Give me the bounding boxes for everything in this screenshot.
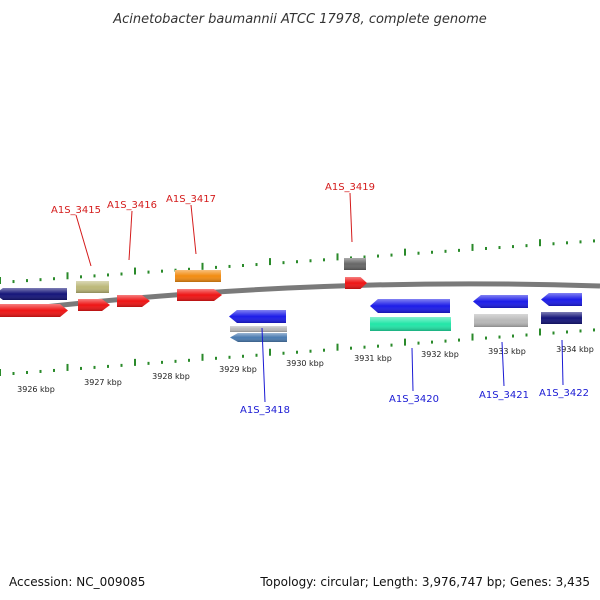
scale-label-3927: 3927 kbp — [84, 378, 122, 387]
gene-arrow-mint-shade — [370, 317, 451, 331]
gene-arrow-blue-shade — [370, 299, 450, 313]
scale-labels: 3926 kbp 3927 kbp 3928 kbp 3929 kbp 3930… — [17, 345, 594, 394]
callout-line — [411, 347, 414, 392]
callout-line — [349, 192, 353, 243]
accession-text: Accession: NC_009085 — [9, 575, 145, 589]
gene-arrow-silver-shade — [230, 326, 287, 332]
gene-arrow-silver-shade — [474, 314, 528, 327]
gene-features — [0, 258, 582, 342]
gene-label-a1s-3415: A1S_3415 — [51, 205, 101, 216]
gene-arrow-red-shade — [0, 304, 68, 317]
gene-arrow-steel-shade — [230, 333, 287, 342]
gene-arrow-red-shade — [78, 299, 110, 311]
gene-arrow-red-shade — [177, 289, 222, 301]
gene-arrow-gray-shade — [344, 258, 366, 270]
outer-tick-marks — [0, 239, 595, 284]
genome-summary-text: Topology: circular; Length: 3,976,747 bp… — [259, 575, 590, 589]
gene-label-a1s-3418: A1S_3418 — [240, 405, 290, 416]
scale-label-3932: 3932 kbp — [421, 350, 459, 359]
gene-arrow-red-shade — [117, 295, 150, 307]
gene-arrow-khaki-shade — [76, 281, 109, 293]
callout-line — [75, 214, 92, 267]
gene-arrow-red-shade — [345, 277, 367, 289]
callout-line — [261, 327, 266, 403]
gene-arrow-navy-shade — [541, 312, 582, 324]
gene-label-a1s-3421: A1S_3421 — [479, 390, 529, 401]
gene-arrow-navy-shade — [0, 288, 67, 300]
gene-label-a1s-3416: A1S_3416 — [107, 200, 157, 211]
scale-label-3930: 3930 kbp — [286, 359, 324, 368]
gene-callouts: A1S_3415 A1S_3416 A1S_3417 A1S_3419 A1S_… — [51, 182, 589, 416]
map-title: Acinetobacter baumannii ATCC 17978, comp… — [112, 12, 487, 27]
gene-arrow-blue-shade — [473, 295, 528, 308]
scale-label-3934: 3934 kbp — [556, 345, 594, 354]
gene-arrow-blue-shade — [541, 293, 582, 306]
scale-label-3931: 3931 kbp — [354, 354, 392, 363]
gene-label-a1s-3419: A1S_3419 — [325, 182, 375, 193]
scale-label-3929: 3929 kbp — [219, 365, 257, 374]
callout-line — [561, 339, 564, 386]
gene-arrow-blue-shade — [229, 310, 286, 323]
gene-arrow-orange-shade — [175, 270, 221, 282]
inner-tick-marks — [0, 328, 595, 376]
callout-line — [501, 341, 505, 387]
callout-line — [128, 210, 133, 261]
gene-label-a1s-3420: A1S_3420 — [389, 394, 439, 405]
scale-label-3933: 3933 kbp — [488, 347, 526, 356]
gene-label-a1s-3417: A1S_3417 — [166, 194, 216, 205]
scale-label-3928: 3928 kbp — [152, 372, 190, 381]
scale-label-3926: 3926 kbp — [17, 385, 55, 394]
gene-label-a1s-3422: A1S_3422 — [539, 388, 589, 399]
callout-line — [190, 204, 197, 255]
